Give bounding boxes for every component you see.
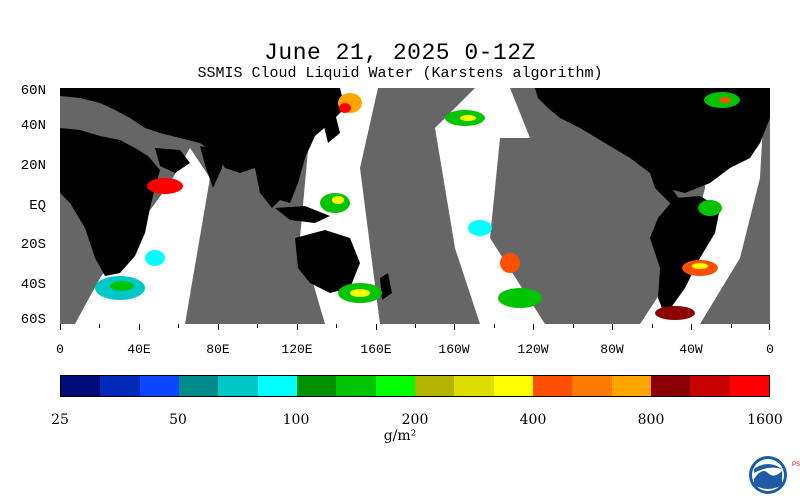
lat-label-40n: 40N	[20, 118, 46, 134]
colorbar-swatch	[454, 376, 494, 396]
lon-label-120w: 120W	[517, 342, 549, 357]
colorbar-swatch	[336, 376, 376, 396]
north-america-landmass	[535, 88, 770, 193]
colorbar-swatch	[375, 376, 415, 396]
india-landmass	[200, 146, 225, 188]
continents	[60, 88, 770, 316]
se-asia-landmass	[255, 168, 282, 208]
map-title: June 21, 2025 0-12Z	[264, 40, 536, 66]
colorbar-swatch	[650, 376, 691, 396]
lon-tick-marks	[60, 324, 770, 330]
lon-label-160e: 160E	[360, 342, 392, 357]
lon-label-0-east: 0	[766, 342, 774, 357]
japan-landmass	[322, 113, 340, 143]
colorbar-swatch	[729, 376, 769, 396]
psl-side-label: PSL	[792, 462, 800, 468]
lon-label-0: 0	[56, 342, 64, 357]
lon-label-80w: 80W	[600, 342, 624, 357]
indonesia-landmass	[275, 206, 330, 223]
lat-label-20n: 20N	[20, 158, 46, 174]
lat-label-60n: 60N	[20, 83, 46, 99]
colorbar-tick-50: 50	[169, 412, 187, 428]
colorbar-swatch	[61, 376, 101, 396]
africa-landmass	[60, 128, 160, 276]
lon-label-160w: 160W	[438, 342, 470, 357]
colorbar-tick-25: 25	[51, 412, 69, 428]
lat-label-40s: 40S	[20, 277, 46, 293]
colorbar-tick-100: 100	[282, 412, 310, 428]
map-subtitle: SSMIS Cloud Liquid Water (Karstens algor…	[197, 65, 603, 82]
lon-label-80e: 80E	[206, 342, 230, 357]
colorbar-swatch	[139, 376, 179, 396]
lat-label-60s: 60S	[20, 312, 46, 328]
colorbar-tick-200: 200	[401, 412, 429, 428]
south-america-landmass	[650, 196, 720, 316]
colorbar-swatch	[100, 376, 140, 396]
map-svg	[60, 88, 770, 324]
lon-label-40w: 40W	[679, 342, 703, 357]
colorbar-swatch	[611, 376, 651, 396]
colorbar-swatch	[257, 376, 297, 396]
lat-label-eq: EQ	[29, 198, 46, 214]
colorbar-tick-800: 800	[637, 412, 665, 428]
colorbar-swatch	[493, 376, 533, 396]
colorbar-swatch	[296, 376, 337, 396]
colorbar-swatch	[532, 376, 573, 396]
colorbar-swatch	[690, 376, 730, 396]
colorbar-tick-1600: 1600	[747, 412, 783, 428]
cloud-water-map	[60, 88, 770, 324]
central-america-landmass	[650, 173, 680, 203]
noaa-logo-icon	[749, 456, 787, 494]
lat-label-20s: 20S	[20, 237, 46, 253]
satellite-swath	[435, 88, 545, 324]
colorbar-units: g/m²	[383, 428, 417, 444]
cloud-water-patches	[95, 92, 740, 320]
lon-label-40e: 40E	[127, 342, 151, 357]
arabia-landmass	[155, 148, 190, 173]
colorbar-swatch	[178, 376, 219, 396]
lon-label-120e: 120E	[281, 342, 313, 357]
australia-landmass	[295, 230, 360, 293]
colorbar-swatch	[414, 376, 455, 396]
colorbar-swatch	[572, 376, 612, 396]
colorbar	[60, 375, 770, 397]
new-zealand-landmass	[380, 273, 392, 300]
colorbar-swatch	[218, 376, 258, 396]
colorbar-tick-400: 400	[519, 412, 547, 428]
